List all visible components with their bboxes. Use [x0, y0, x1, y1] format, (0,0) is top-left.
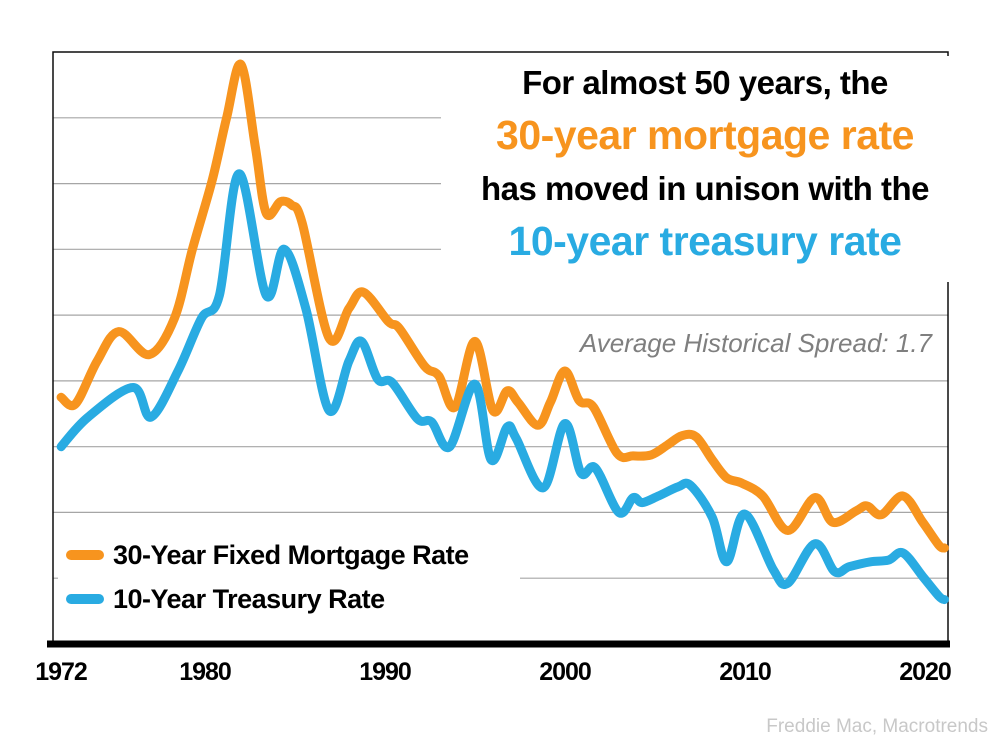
headline-line-3: has moved in unison with the: [480, 170, 930, 207]
headline: For almost 50 years, the 30-year mortgag…: [441, 56, 969, 282]
treasury-rate-line: [56, 169, 949, 605]
source-attribution: Freddie Mac, Macrotrends: [766, 716, 988, 737]
x-tick-2010: 2010: [719, 658, 772, 686]
x-tick-1980: 1980: [179, 658, 232, 686]
legend-item-treasury: 10-Year Treasury Rate: [66, 584, 520, 615]
headline-line-2-mortgage: 30-year mortgage rate: [496, 112, 914, 158]
x-tick-2020: 2020: [899, 658, 952, 686]
legend-label-mortgage: 30-Year Fixed Mortgage Rate: [113, 539, 469, 570]
mortgage-rate-line: [56, 59, 949, 553]
treasury-line-swatch-icon: [66, 594, 104, 604]
x-tick-2000: 2000: [539, 658, 592, 686]
x-tick-1990: 1990: [359, 658, 412, 686]
mortgage-line-swatch-icon: [66, 550, 104, 560]
headline-line-1: For almost 50 years, the: [522, 64, 888, 101]
x-tick-1972: 1972: [35, 658, 88, 686]
legend-item-mortgage: 30-Year Fixed Mortgage Rate: [66, 540, 520, 571]
x-axis-tick-labels: 1972 1980 1990 2000 2010 2020: [0, 658, 1000, 688]
headline-line-4-treasury: 10-year treasury rate: [508, 218, 902, 264]
average-spread-annotation: Average Historical Spread: 1.7: [579, 328, 932, 358]
legend: 30-Year Fixed Mortgage Rate 10-Year Trea…: [58, 533, 520, 621]
legend-label-treasury: 10-Year Treasury Rate: [113, 583, 385, 614]
